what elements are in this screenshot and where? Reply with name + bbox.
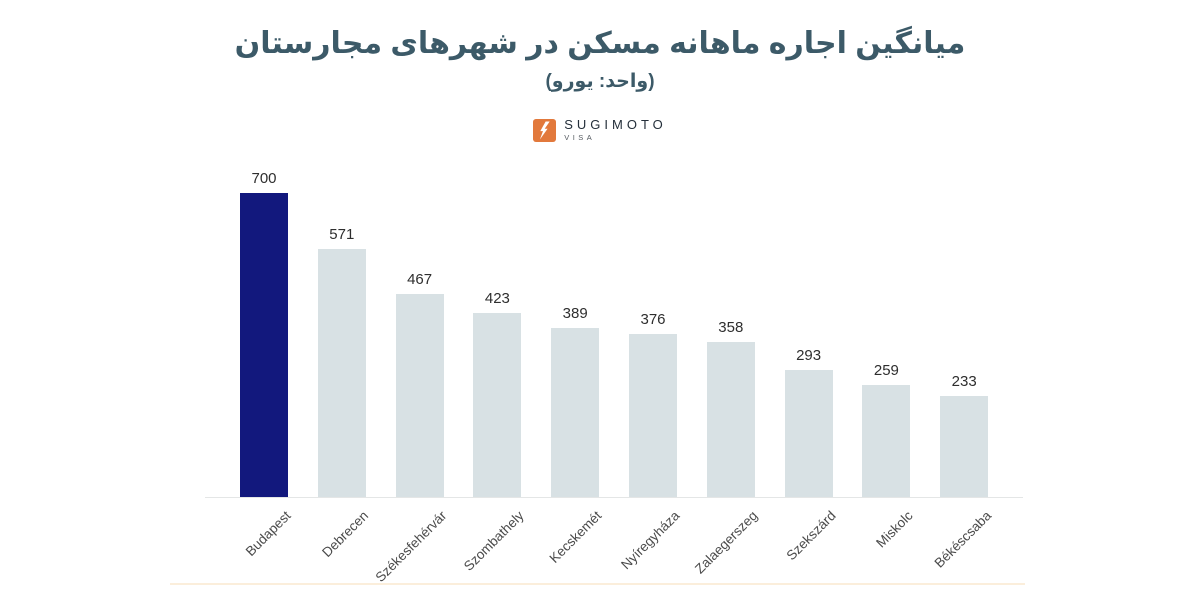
logo-name: SUGIMOTO: [564, 117, 667, 133]
bar-value-label: 571: [329, 226, 355, 244]
bar-szekszárd: [784, 369, 833, 497]
bar-szombathely: [473, 313, 522, 497]
x-axis-line: [205, 497, 1023, 498]
bar-value-label: 233: [951, 372, 977, 390]
bottom-divider: [170, 583, 1025, 585]
x-tick-label: Kecskemét: [546, 508, 605, 566]
bar-value-label: 259: [873, 361, 899, 379]
x-tick-label: Békéscsaba: [931, 508, 994, 571]
x-tick-label: Nyíregyháza: [618, 508, 683, 573]
chart-subtitle: (واحد: یورو): [545, 71, 655, 92]
logo-text: SUGIMOTO VISA: [564, 117, 667, 142]
sugimoto-visa-logo: SUGIMOTO VISA: [0, 113, 1200, 147]
bar-value-label: 389: [562, 305, 588, 323]
x-tick-label: Zalaegerszeg: [691, 508, 761, 577]
bar-value-label: 293: [796, 346, 822, 364]
x-tick-label: Szombathely: [461, 508, 527, 574]
bar-value-label: 467: [407, 271, 433, 289]
bar-miskolc: [862, 384, 911, 497]
x-tick-label: Székesfehérvár: [372, 508, 450, 585]
bar-value-label: 376: [640, 310, 666, 328]
x-tick-label: Budapest: [242, 508, 294, 559]
chart-title: میانگین اجاره ماهانه مسکن در شهرهای مجار…: [234, 27, 966, 60]
bar-kecskemét: [551, 328, 600, 497]
bar-value-label: 700: [251, 170, 277, 187]
bar-székesfehérvár: [395, 294, 444, 497]
logo-subtitle: VISA: [564, 132, 596, 142]
bar-value-label: 423: [484, 290, 510, 308]
bar-budapest: [240, 193, 288, 497]
bar-békéscsaba: [940, 395, 989, 497]
bar-debrecen: [317, 249, 366, 497]
x-tick-label: Debrecen: [319, 508, 372, 561]
bar-value-label: 358: [718, 318, 744, 336]
x-tick-label: Szekszárd: [783, 508, 839, 564]
bar-zalaegerszeg: [706, 341, 755, 497]
bar-nyíregyháza: [629, 333, 677, 497]
x-tick-label: Miskolc: [873, 508, 916, 551]
lightning-bolt-icon: [533, 118, 557, 142]
